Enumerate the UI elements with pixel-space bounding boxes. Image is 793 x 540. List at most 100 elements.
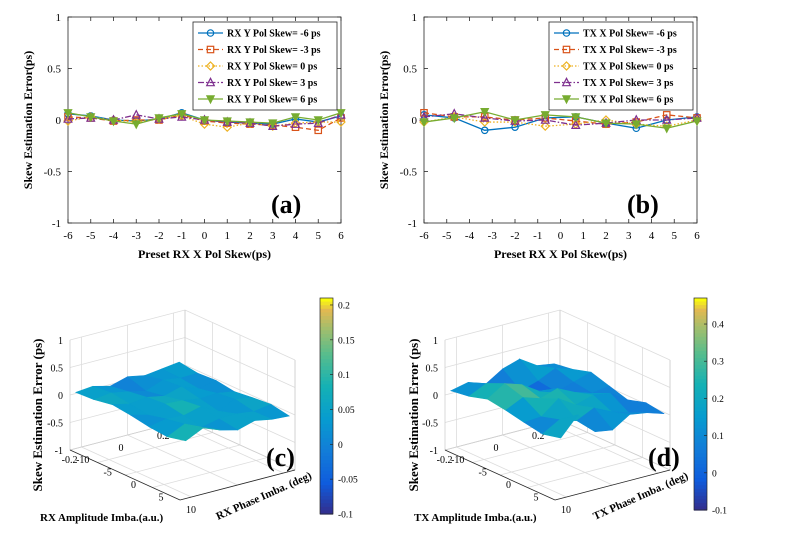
colorbar-frame xyxy=(693,297,708,511)
data-point xyxy=(419,118,429,128)
colorbar-segment xyxy=(320,478,333,483)
colorbar-tick-label: 0.15 xyxy=(338,336,355,346)
data-point xyxy=(268,119,278,129)
x-tick-label: -5 xyxy=(442,230,452,242)
colorbar-segment xyxy=(320,434,333,439)
z-tick-label: -0.5 xyxy=(422,419,438,430)
colorbar-segment xyxy=(320,438,333,443)
colorbar-tick-label: 0.1 xyxy=(338,371,350,381)
legend-marker xyxy=(205,61,216,71)
z-axis-label: Skew Estimation Error (ps) xyxy=(30,339,45,492)
colorbar-segment xyxy=(694,428,707,433)
legend-label: RX Y Pol Skew= -3 ps xyxy=(227,45,321,56)
colorbar-segment xyxy=(320,373,333,378)
colorbar-segment xyxy=(320,488,333,493)
colorbar-segment xyxy=(694,308,707,313)
colorbar-segment xyxy=(320,496,333,501)
data-point xyxy=(661,114,672,124)
legend-marker xyxy=(562,29,571,37)
colorbar-segment xyxy=(694,418,707,423)
colorbar-segment xyxy=(694,372,707,377)
colorbar-segment xyxy=(694,361,707,366)
legend-label: RX Y Pol Skew= 3 ps xyxy=(227,78,317,89)
data-point xyxy=(131,109,142,119)
colorbar-segment xyxy=(694,301,707,306)
colorbar-segment xyxy=(694,298,707,303)
colorbar-segment xyxy=(320,452,333,457)
phase-tick-label: 5 xyxy=(534,493,539,504)
data-point xyxy=(540,114,551,124)
data-point xyxy=(131,120,141,130)
legend-marker xyxy=(206,29,215,37)
x-tick-label: 0 xyxy=(558,230,564,242)
colorbar-segment xyxy=(320,456,333,461)
colorbar-segment xyxy=(320,460,333,465)
legend-marker xyxy=(205,95,216,105)
data-point xyxy=(480,126,489,135)
panel-label: (d) xyxy=(648,443,680,472)
x-tick-label: -5 xyxy=(86,230,96,242)
colorbar-segment xyxy=(320,470,333,475)
legend-label: TX X Pol Skew= -6 ps xyxy=(583,29,677,40)
colorbar-segment xyxy=(694,386,707,391)
z-tick-label: -1 xyxy=(430,446,438,457)
data-point xyxy=(662,111,671,119)
phase-tick-label: -5 xyxy=(104,468,112,479)
colorbar-segment xyxy=(694,414,707,419)
x-tick-label: -1 xyxy=(533,230,542,242)
x-tick-label: -6 xyxy=(419,230,429,242)
colorbar-segment xyxy=(320,503,333,508)
data-point xyxy=(63,113,73,123)
colorbar-segment xyxy=(694,396,707,402)
legend-marker xyxy=(561,76,572,87)
data-point xyxy=(449,114,459,124)
data-point xyxy=(222,117,232,127)
surface-chart-3: -1 -0.5 0 0.5 1 -0.2 0 0.2 -10 -5 0 5 10 Skew Estimat… xyxy=(406,297,727,524)
y-tick-label: 1 xyxy=(56,12,62,24)
surface-patch xyxy=(576,407,614,433)
grid-line xyxy=(69,309,296,361)
colorbar-segment xyxy=(320,406,333,411)
colorbar-segment xyxy=(694,312,707,317)
colorbar-segment xyxy=(694,315,707,320)
z-tick-label: 0.5 xyxy=(51,364,64,375)
colorbar-segment xyxy=(320,326,333,331)
colorbar-segment xyxy=(320,312,333,317)
colorbar-segment xyxy=(320,510,333,515)
panel-label: (a) xyxy=(271,190,301,219)
colorbar-segment xyxy=(694,407,707,412)
data-point xyxy=(267,121,278,132)
z-axis-label: Skew Estimation Error (ps) xyxy=(406,339,421,492)
y-tick-label: 1 xyxy=(412,12,418,24)
colorbar-tick-label: 0 xyxy=(338,441,343,451)
x-tick-label: 5 xyxy=(316,230,322,242)
colorbar-segment xyxy=(694,379,707,384)
colorbar-tick-label: 0.2 xyxy=(712,395,724,405)
legend-marker xyxy=(206,45,215,54)
data-point xyxy=(313,116,323,126)
y-axis-label: Skew Estimation Error(ps) xyxy=(377,51,391,189)
y-tick-label: 0 xyxy=(412,115,418,127)
data-point xyxy=(480,108,490,118)
colorbar-tick-label: -0.1 xyxy=(338,511,353,521)
colorbar-segment xyxy=(694,446,707,451)
colorbar-segment xyxy=(694,499,707,504)
colorbar-segment xyxy=(320,467,333,472)
phase-tick-label: 0 xyxy=(506,480,511,491)
colorbar-segment xyxy=(694,375,707,380)
colorbar-segment xyxy=(320,359,333,364)
colorbar-segment xyxy=(320,334,333,339)
x-tick-label: 4 xyxy=(649,230,655,242)
data-point xyxy=(222,122,233,133)
colorbar-tick-label: 0.3 xyxy=(712,358,724,368)
colorbar-segment xyxy=(694,393,707,398)
data-point xyxy=(108,117,119,127)
x-tick-label: 3 xyxy=(626,230,632,242)
axis-edge xyxy=(559,419,671,471)
colorbar-segment xyxy=(320,355,333,360)
surface-patch xyxy=(541,414,579,439)
x-tick-label: -2 xyxy=(510,230,519,242)
x-axis-label: Preset RX X Pol Skew(ps) xyxy=(494,247,627,261)
x-axis-line xyxy=(444,449,556,501)
y-tick-label: -1 xyxy=(52,218,61,230)
